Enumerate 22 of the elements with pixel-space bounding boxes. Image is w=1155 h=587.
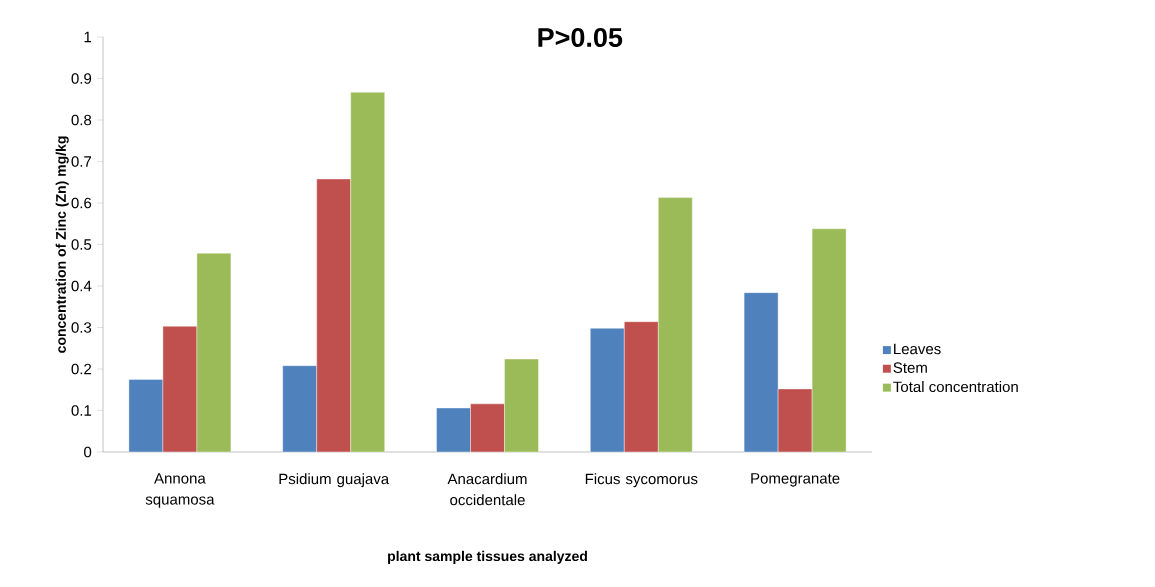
legend-label: Leaves	[894, 343, 941, 355]
legend-label: Stem	[893, 362, 927, 373]
y-tick-label: 0	[84, 446, 92, 458]
y-axis-title: concentration of Zinc (Zn) mg/kg	[55, 136, 69, 353]
y-tick-label: 1	[84, 31, 92, 43]
x-tick-label: Ficus sycomorus	[585, 473, 698, 488]
y-tick-label: 0.8	[71, 114, 92, 126]
y-tick-label: 0.1	[71, 405, 92, 416]
y-tick-label: 0.4	[71, 280, 92, 292]
y-tick-label: 0.5	[71, 239, 92, 250]
y-tick-label: 0.2	[71, 363, 92, 375]
x-tick-label: Psidium guajava	[279, 473, 390, 488]
y-tick-label: 0.9	[71, 73, 92, 84]
x-tick-label: Anacardium occidentale	[447, 473, 527, 506]
chart-title: P>0.05	[538, 27, 623, 48]
legend-label: Total concentration	[893, 381, 1018, 393]
x-tick-label: Annona squamosa	[145, 473, 215, 508]
y-tick-label: 0.3	[71, 322, 92, 333]
x-tick-label: Pomegranate	[751, 473, 840, 487]
y-tick-label: 0.7	[71, 156, 92, 167]
y-tick-label: 0.6	[71, 197, 92, 209]
x-axis-title: plant sample tissues analyzed	[388, 550, 587, 564]
